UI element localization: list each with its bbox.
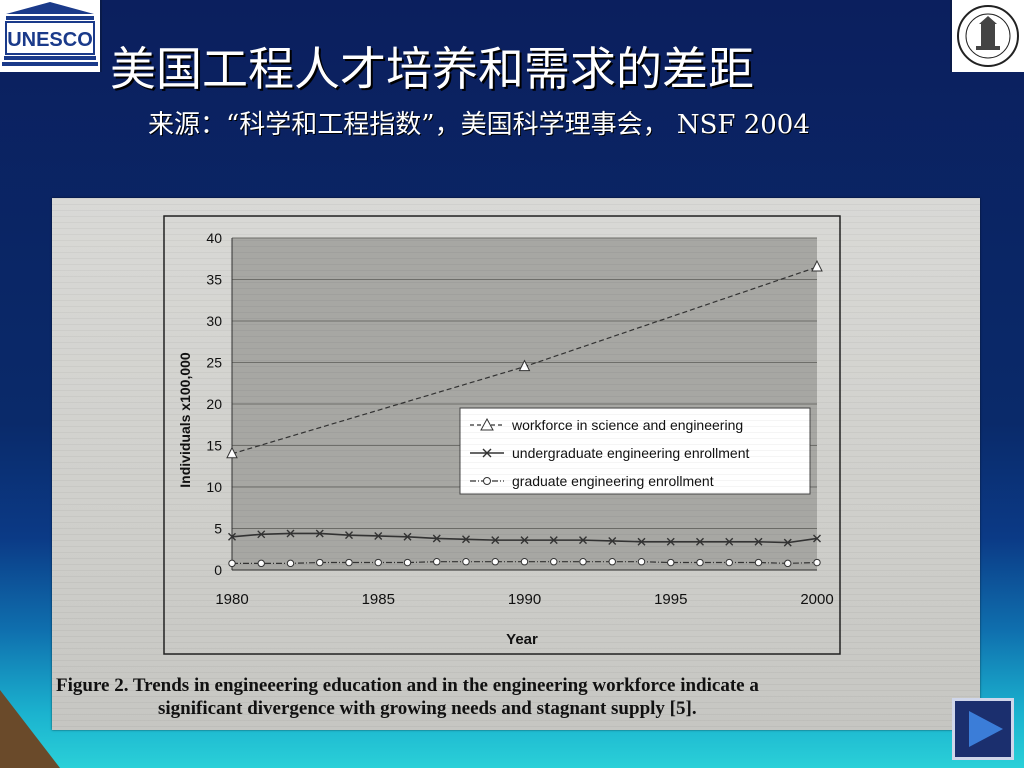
y-tick-label: 15 (206, 438, 222, 454)
unesco-logo: UNESCO (0, 0, 102, 72)
y-tick-label: 25 (206, 355, 222, 371)
data-point-x (491, 536, 500, 545)
figure-caption-line2: significant divergence with growing need… (158, 698, 697, 719)
data-point-triangle (811, 259, 823, 272)
data-point-circle (637, 558, 646, 566)
y-tick-label: 10 (206, 479, 222, 495)
data-point-x (666, 537, 675, 546)
figure-caption-line1: Figure 2. Trends in engineeering educati… (56, 675, 759, 696)
data-point-triangle (518, 359, 531, 372)
chart-legend: workforce in science and engineering und… (459, 407, 811, 495)
data-point-circle (579, 558, 587, 566)
figure-frame (163, 215, 841, 655)
decorative-wedge (0, 690, 60, 768)
legend-label-workforce: workforce in science and engineering (511, 417, 743, 433)
data-point-circle (403, 558, 412, 567)
legend-marker-circle (483, 477, 491, 485)
y-tick-label: 40 (206, 230, 222, 246)
data-point-x (754, 537, 763, 546)
data-point-x (403, 532, 412, 541)
data-point-x (608, 536, 617, 545)
data-point-x (432, 534, 441, 543)
y-tick-label: 5 (214, 521, 222, 537)
y-tick-label: 30 (206, 313, 222, 329)
data-point-circle (257, 559, 265, 568)
next-slide-button[interactable] (952, 698, 1014, 760)
series-line-2 (232, 561, 818, 564)
data-point-x (257, 530, 266, 539)
data-point-x (315, 529, 324, 538)
x-tick-label: 1980 (215, 591, 248, 608)
data-point-circle (754, 558, 763, 567)
data-point-x (462, 535, 470, 544)
unesco-logo-text: UNESCO (7, 29, 93, 51)
legend-marker-x (482, 448, 492, 458)
y-tick-label: 0 (214, 562, 222, 578)
unesco-temple-icon: UNESCO (2, 2, 98, 66)
slide-title: 美国工程人才培养和需求的差距 (110, 42, 754, 96)
data-point-circle (813, 558, 821, 567)
line-chart: 0 5 10 15 20 25 30 35 40 1980 1985 1990 1995 2000 Ind… (163, 215, 841, 655)
data-point-x (228, 532, 236, 541)
y-tick-label: 35 (206, 272, 222, 288)
x-tick-label: 1990 (508, 591, 541, 608)
data-point-x (696, 537, 704, 546)
data-point-circle (520, 558, 529, 566)
data-point-x (725, 537, 734, 546)
figure-caption: Figure 2. Trends in engineeering educati… (56, 674, 976, 720)
y-tick-label: 20 (206, 396, 222, 412)
data-point-circle (316, 558, 324, 567)
data-point-x (813, 534, 821, 543)
data-point-circle (550, 558, 558, 566)
data-point-circle (696, 558, 704, 567)
data-point-x (345, 531, 353, 540)
data-point-x (637, 537, 646, 546)
xjtu-logo (950, 0, 1024, 72)
data-point-x (579, 536, 587, 545)
data-point-x (286, 529, 295, 538)
x-tick-label: 2000 (800, 591, 833, 608)
data-point-triangle (226, 446, 238, 459)
data-point-circle (374, 558, 382, 567)
data-point-x (374, 531, 383, 540)
data-point-circle (345, 558, 353, 567)
data-point-circle (462, 558, 470, 566)
y-axis-label: Individuals x100,000 (177, 352, 193, 488)
data-point-circle (725, 558, 733, 567)
data-point-circle (608, 558, 616, 566)
data-point-circle (228, 559, 236, 568)
x-axis-label: Year (506, 631, 538, 648)
data-point-x (520, 536, 529, 545)
legend-label-undergrad: undergraduate engineering enrollment (512, 445, 750, 461)
legend-marker-triangle (480, 417, 494, 431)
legend-label-graduate: graduate engineering enrollment (512, 473, 714, 489)
data-point-circle (433, 558, 441, 566)
data-point-x (549, 536, 558, 545)
data-point-circle (491, 558, 499, 566)
data-point-circle (784, 559, 792, 568)
data-point-circle (286, 559, 295, 568)
scanned-figure: 0 5 10 15 20 25 30 35 40 1980 1985 1990 1995 2000 Ind… (52, 198, 980, 730)
x-tick-label: 1995 (654, 591, 687, 608)
slide-subtitle: 来源：“科学和工程指数”，美国科学理事会， NSF 2004 (148, 110, 810, 140)
xjtu-seal-icon (957, 5, 1019, 67)
x-tick-label: 1985 (362, 591, 395, 608)
play-next-icon (969, 711, 1003, 747)
data-point-circle (667, 558, 675, 567)
data-point-x (783, 538, 792, 547)
